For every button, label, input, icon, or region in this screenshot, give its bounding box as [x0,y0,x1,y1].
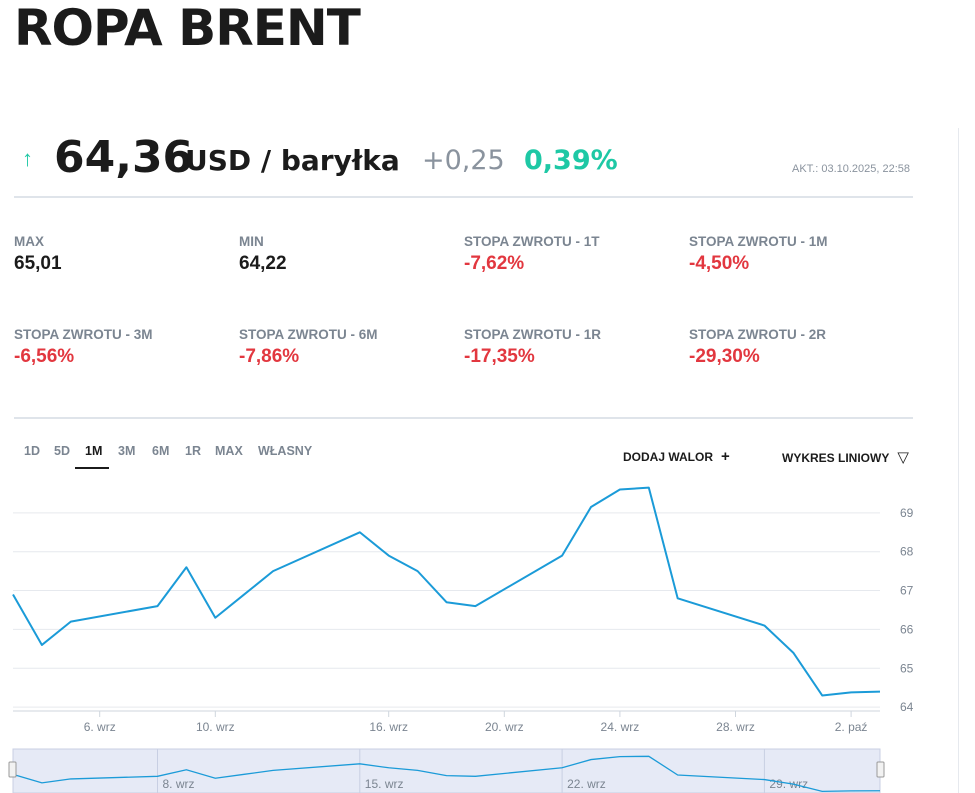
update-timestamp: AKT.: 03.10.2025, 22:58 [792,163,911,175]
y-tick-label: 66 [900,622,914,636]
y-tick-label: 69 [900,506,914,520]
x-tick-label: 28. wrz [716,720,755,734]
stat-value: 64,22 [239,253,287,274]
stat-value: -7,86% [239,346,300,367]
stat-label: STOPA ZWROTU - 2R [689,327,826,342]
tab-3m[interactable]: 3M [118,444,136,458]
x-tick-label: 10. wrz [196,720,235,734]
stat-value: -6,56% [14,346,75,367]
stat-return-1m: STOPA ZWROTU - 1M -4,50% [689,234,899,275]
arrow-up-icon: ↑ [22,146,33,171]
chart-type-dropdown[interactable]: WYKRES LINIOWY ▽ [782,448,909,466]
tab-max[interactable]: MAX [215,444,243,458]
page-title: ROPA BRENT [14,0,361,57]
tab-1m[interactable]: 1M [85,444,103,458]
stat-label: STOPA ZWROTU - 6M [239,327,378,342]
last-price: 64,36 [54,132,194,183]
y-tick-label: 67 [900,584,914,598]
stat-value: -17,35% [464,346,535,367]
plus-icon: + [721,448,730,465]
navigator-left-handle[interactable] [8,761,17,778]
stat-value: -4,50% [689,253,750,274]
stat-label: MAX [14,234,44,249]
chart-type-label: WYKRES LINIOWY [782,451,890,465]
navigator-right-handle[interactable] [876,761,885,778]
tab-5d[interactable]: 5D [54,444,70,458]
x-tick-label: 2. paź [835,720,868,734]
navigator-tick-label: 15. wrz [365,777,404,791]
price-unit: USD / baryłka [185,144,400,177]
y-tick-label: 64 [900,700,914,714]
stat-return-6m: STOPA ZWROTU - 6M -7,86% [239,327,449,368]
price-change-pct: 0,39% [524,145,618,176]
x-tick-label: 20. wrz [485,720,524,734]
x-tick-label: 16. wrz [369,720,408,734]
stat-return-1y: STOPA ZWROTU - 1R -17,35% [464,327,674,368]
tab-custom[interactable]: WŁASNY [258,444,313,458]
stat-return-3m: STOPA ZWROTU - 3M -6,56% [14,327,224,368]
navigator-tick-label: 8. wrz [163,777,195,791]
stat-return-1w: STOPA ZWROTU - 1T -7,62% [464,234,674,275]
stat-value: -29,30% [689,346,760,367]
y-tick-label: 65 [900,661,914,675]
navigator-line [12,755,881,793]
stat-value: 65,01 [14,253,62,274]
stat-label: STOPA ZWROTU - 1M [689,234,828,249]
price-change: +0,25 [422,145,505,176]
stat-label: MIN [239,234,264,249]
y-tick-label: 68 [900,545,914,559]
stat-max: MAX 65,01 [14,234,224,275]
tab-6m[interactable]: 6M [152,444,170,458]
add-instrument-label: DODAJ WALOR [623,450,713,464]
divider [14,417,913,419]
x-tick-label: 24. wrz [601,720,640,734]
tab-1y[interactable]: 1R [185,444,201,458]
active-tab-indicator [75,467,109,469]
stat-label: STOPA ZWROTU - 1R [464,327,601,342]
stat-value: -7,62% [464,253,525,274]
divider [14,196,913,198]
price-chart[interactable]: 64 65 66 67 68 69 6. wrz 10. wrz 16. wrz 20. wrz… [0,470,975,793]
navigator-tick-label: 22. wrz [567,777,606,791]
stat-min: MIN 64,22 [239,234,449,275]
sidebar-divider [958,128,959,793]
stat-label: STOPA ZWROTU - 3M [14,327,153,342]
triangle-down-icon: ▽ [897,449,909,466]
x-tick-label: 6. wrz [84,720,116,734]
add-instrument-button[interactable]: DODAJ WALOR + [623,448,730,465]
navigator-window [12,748,881,793]
stat-label: STOPA ZWROTU - 1T [464,234,600,249]
tab-1d[interactable]: 1D [24,444,40,458]
price-line [12,486,881,697]
stat-return-2y: STOPA ZWROTU - 2R -29,30% [689,327,899,368]
quote-header: ↑ 64,36 USD / baryłka +0,25 0,39% AKT.: … [22,130,922,190]
